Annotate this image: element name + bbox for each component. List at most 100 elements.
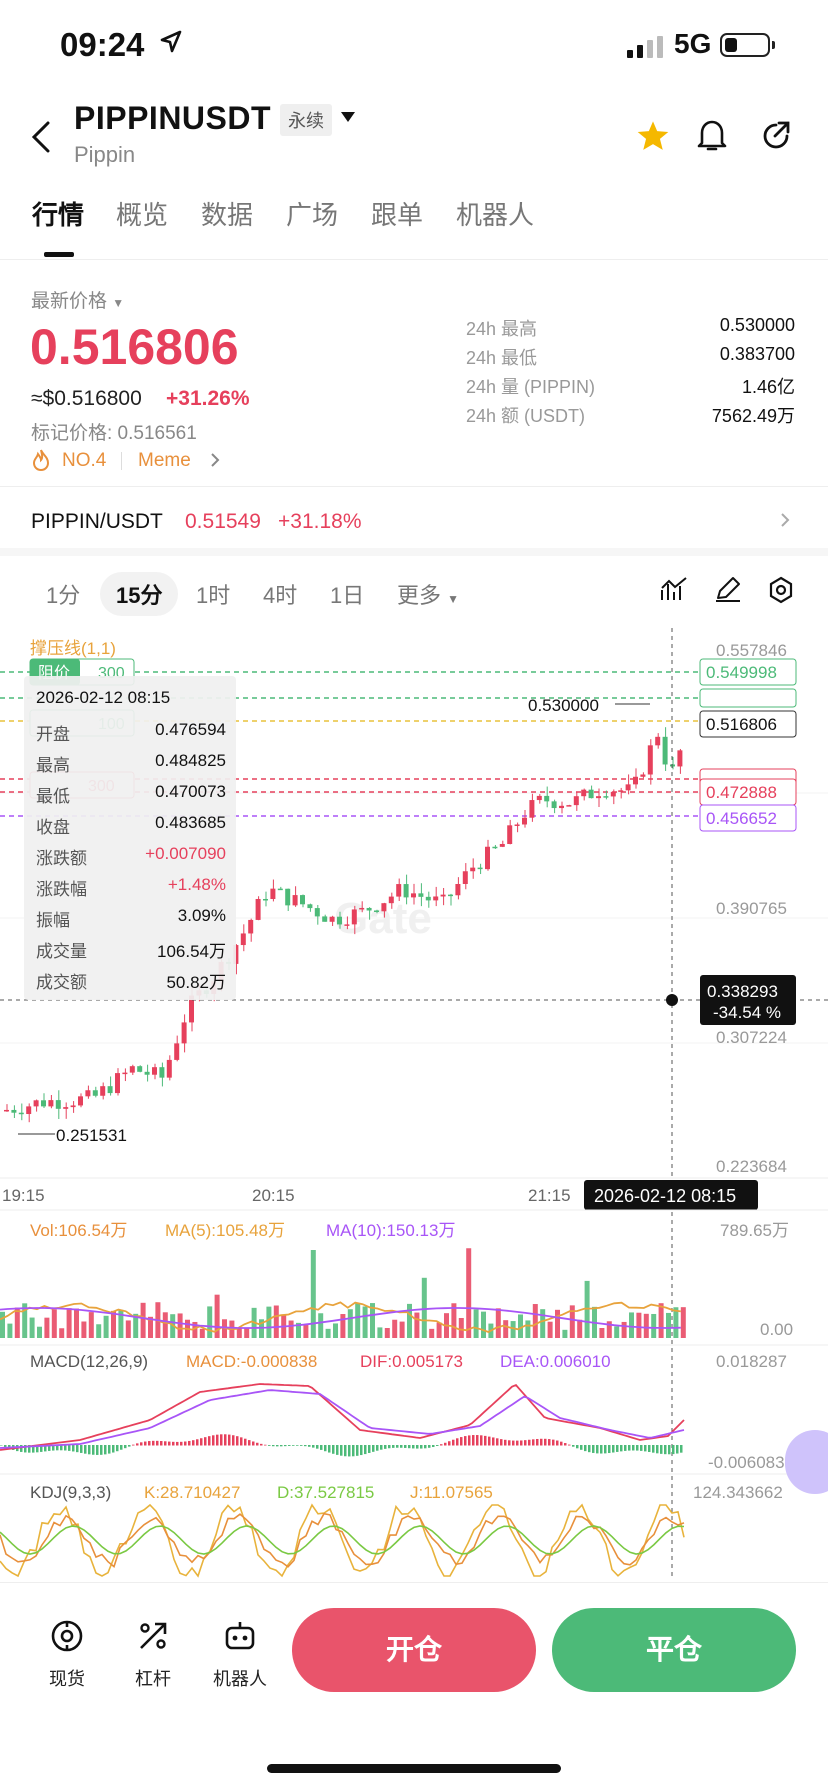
vol-label: Vol:106.54万: [30, 1221, 127, 1240]
volume-bar: [199, 1328, 205, 1338]
candle-body: [625, 784, 631, 791]
candle-body: [448, 894, 453, 897]
y-axis-label-3: 0.307224: [716, 1028, 787, 1047]
macd-bar: [96, 1445, 99, 1455]
tab-bot[interactable]: 机器人: [456, 200, 535, 230]
volume-bar: [606, 1321, 612, 1338]
latest-price-label[interactable]: 最新价格 ▼: [31, 291, 125, 312]
candle-body: [433, 896, 439, 901]
active-tab-indicator: [44, 252, 74, 257]
candle-body: [159, 1067, 165, 1078]
candle-body: [152, 1067, 157, 1075]
tab-overview[interactable]: 概览: [116, 200, 169, 230]
category-tag[interactable]: Meme: [138, 450, 191, 471]
candle-body: [248, 919, 254, 934]
candle-body: [344, 924, 350, 926]
kdj-j: J:11.07565: [410, 1483, 493, 1502]
macd-bar: [520, 1440, 523, 1446]
macd-bar: [448, 1441, 451, 1446]
macd-bar: [176, 1441, 179, 1446]
macd-bar: [368, 1445, 371, 1453]
favorite-star-icon[interactable]: [636, 120, 670, 152]
bottom-divider: [0, 1582, 828, 1583]
nav-spot[interactable]: 现货: [27, 1618, 107, 1691]
volume-bar: [148, 1316, 153, 1338]
spot-pair-name[interactable]: PIPPIN/USDT: [31, 510, 163, 533]
candle-body: [11, 1109, 17, 1113]
candle-body: [26, 1106, 32, 1115]
macd-bar: [552, 1439, 555, 1446]
candle-body: [181, 1022, 187, 1044]
candle-body: [70, 1105, 76, 1108]
volume-bar: [310, 1250, 316, 1338]
macd-bar: [420, 1445, 423, 1449]
timeframe-more[interactable]: 更多 ▼: [397, 583, 460, 608]
volume-bar: [451, 1303, 457, 1338]
volume-bar: [407, 1303, 412, 1338]
back-arrow-icon[interactable]: [30, 120, 52, 154]
candle-body: [544, 795, 550, 802]
candle-body: [285, 888, 291, 906]
timeframe-1d[interactable]: 1日: [330, 583, 365, 608]
rank-separator: [121, 452, 122, 470]
candle-body: [270, 888, 276, 900]
macd-bar: [636, 1445, 639, 1451]
volume-bar: [629, 1312, 634, 1338]
chevron-right-icon[interactable]: [780, 512, 790, 528]
candle-body: [470, 867, 476, 872]
section-gap: [0, 548, 828, 556]
macd-bar: [668, 1445, 671, 1455]
macd-bar: [656, 1445, 659, 1454]
tab-market[interactable]: 行情: [32, 200, 85, 230]
share-icon[interactable]: [760, 120, 792, 152]
candle-body: [588, 789, 594, 799]
tab-square[interactable]: 广场: [286, 200, 339, 230]
tab-copy-trade[interactable]: 跟单: [371, 200, 424, 230]
symbol-dropdown-icon[interactable]: [341, 112, 355, 122]
volume-bar: [88, 1312, 94, 1338]
vol-ma5-label: MA(5):105.48万: [165, 1221, 285, 1240]
timeframe-15m[interactable]: 15分: [100, 572, 179, 616]
price-tag-472888-text: 0.472888: [706, 783, 777, 802]
timeframe-1m[interactable]: 1分: [46, 583, 81, 608]
chevron-right-icon[interactable]: [210, 452, 220, 468]
candle-body: [129, 1066, 135, 1073]
timeframe-4h[interactable]: 4时: [263, 583, 298, 608]
macd-bar: [112, 1445, 115, 1453]
candle-body: [351, 909, 357, 925]
x-axis-label-2: 20:15: [252, 1186, 295, 1205]
vol-ma5-line: [0, 1301, 681, 1333]
indicator-icon[interactable]: [660, 576, 688, 602]
timeframe-1h[interactable]: 1时: [196, 583, 231, 608]
floating-assistant-button[interactable]: [785, 1430, 828, 1494]
macd-bar: [388, 1445, 391, 1449]
candle-body: [63, 1107, 69, 1109]
bell-icon[interactable]: [697, 118, 727, 152]
candle-body: [137, 1066, 143, 1072]
macd-bar: [100, 1445, 103, 1455]
leverage-icon: [140, 1622, 167, 1649]
volume-bar: [259, 1319, 264, 1338]
macd-bar: [456, 1438, 459, 1446]
rank-badge[interactable]: NO.4: [62, 450, 107, 471]
nav-robot[interactable]: 机器人: [200, 1618, 280, 1691]
candle-body: [581, 789, 587, 797]
settings-hex-icon[interactable]: [768, 576, 794, 604]
macd-bar: [640, 1445, 643, 1451]
symbol-subtitle: Pippin: [74, 142, 136, 167]
volume-bar: [192, 1321, 198, 1338]
open-position-button[interactable]: 开仓: [292, 1608, 536, 1692]
symbol-title[interactable]: PIPPINUSDT: [74, 100, 272, 136]
macd-bar: [464, 1436, 467, 1446]
kdj-title: KDJ(9,3,3): [30, 1483, 111, 1502]
candle-body: [536, 795, 542, 801]
macd-bar: [56, 1445, 59, 1451]
macd-bar: [260, 1443, 263, 1446]
close-position-button[interactable]: 平仓: [552, 1608, 796, 1692]
draw-pencil-icon[interactable]: [714, 576, 742, 602]
nav-leverage[interactable]: 杠杆: [113, 1618, 193, 1691]
candle-body: [41, 1100, 46, 1107]
macd-bar: [236, 1436, 239, 1446]
tab-data[interactable]: 数据: [201, 200, 254, 230]
macd-bar: [80, 1445, 83, 1453]
